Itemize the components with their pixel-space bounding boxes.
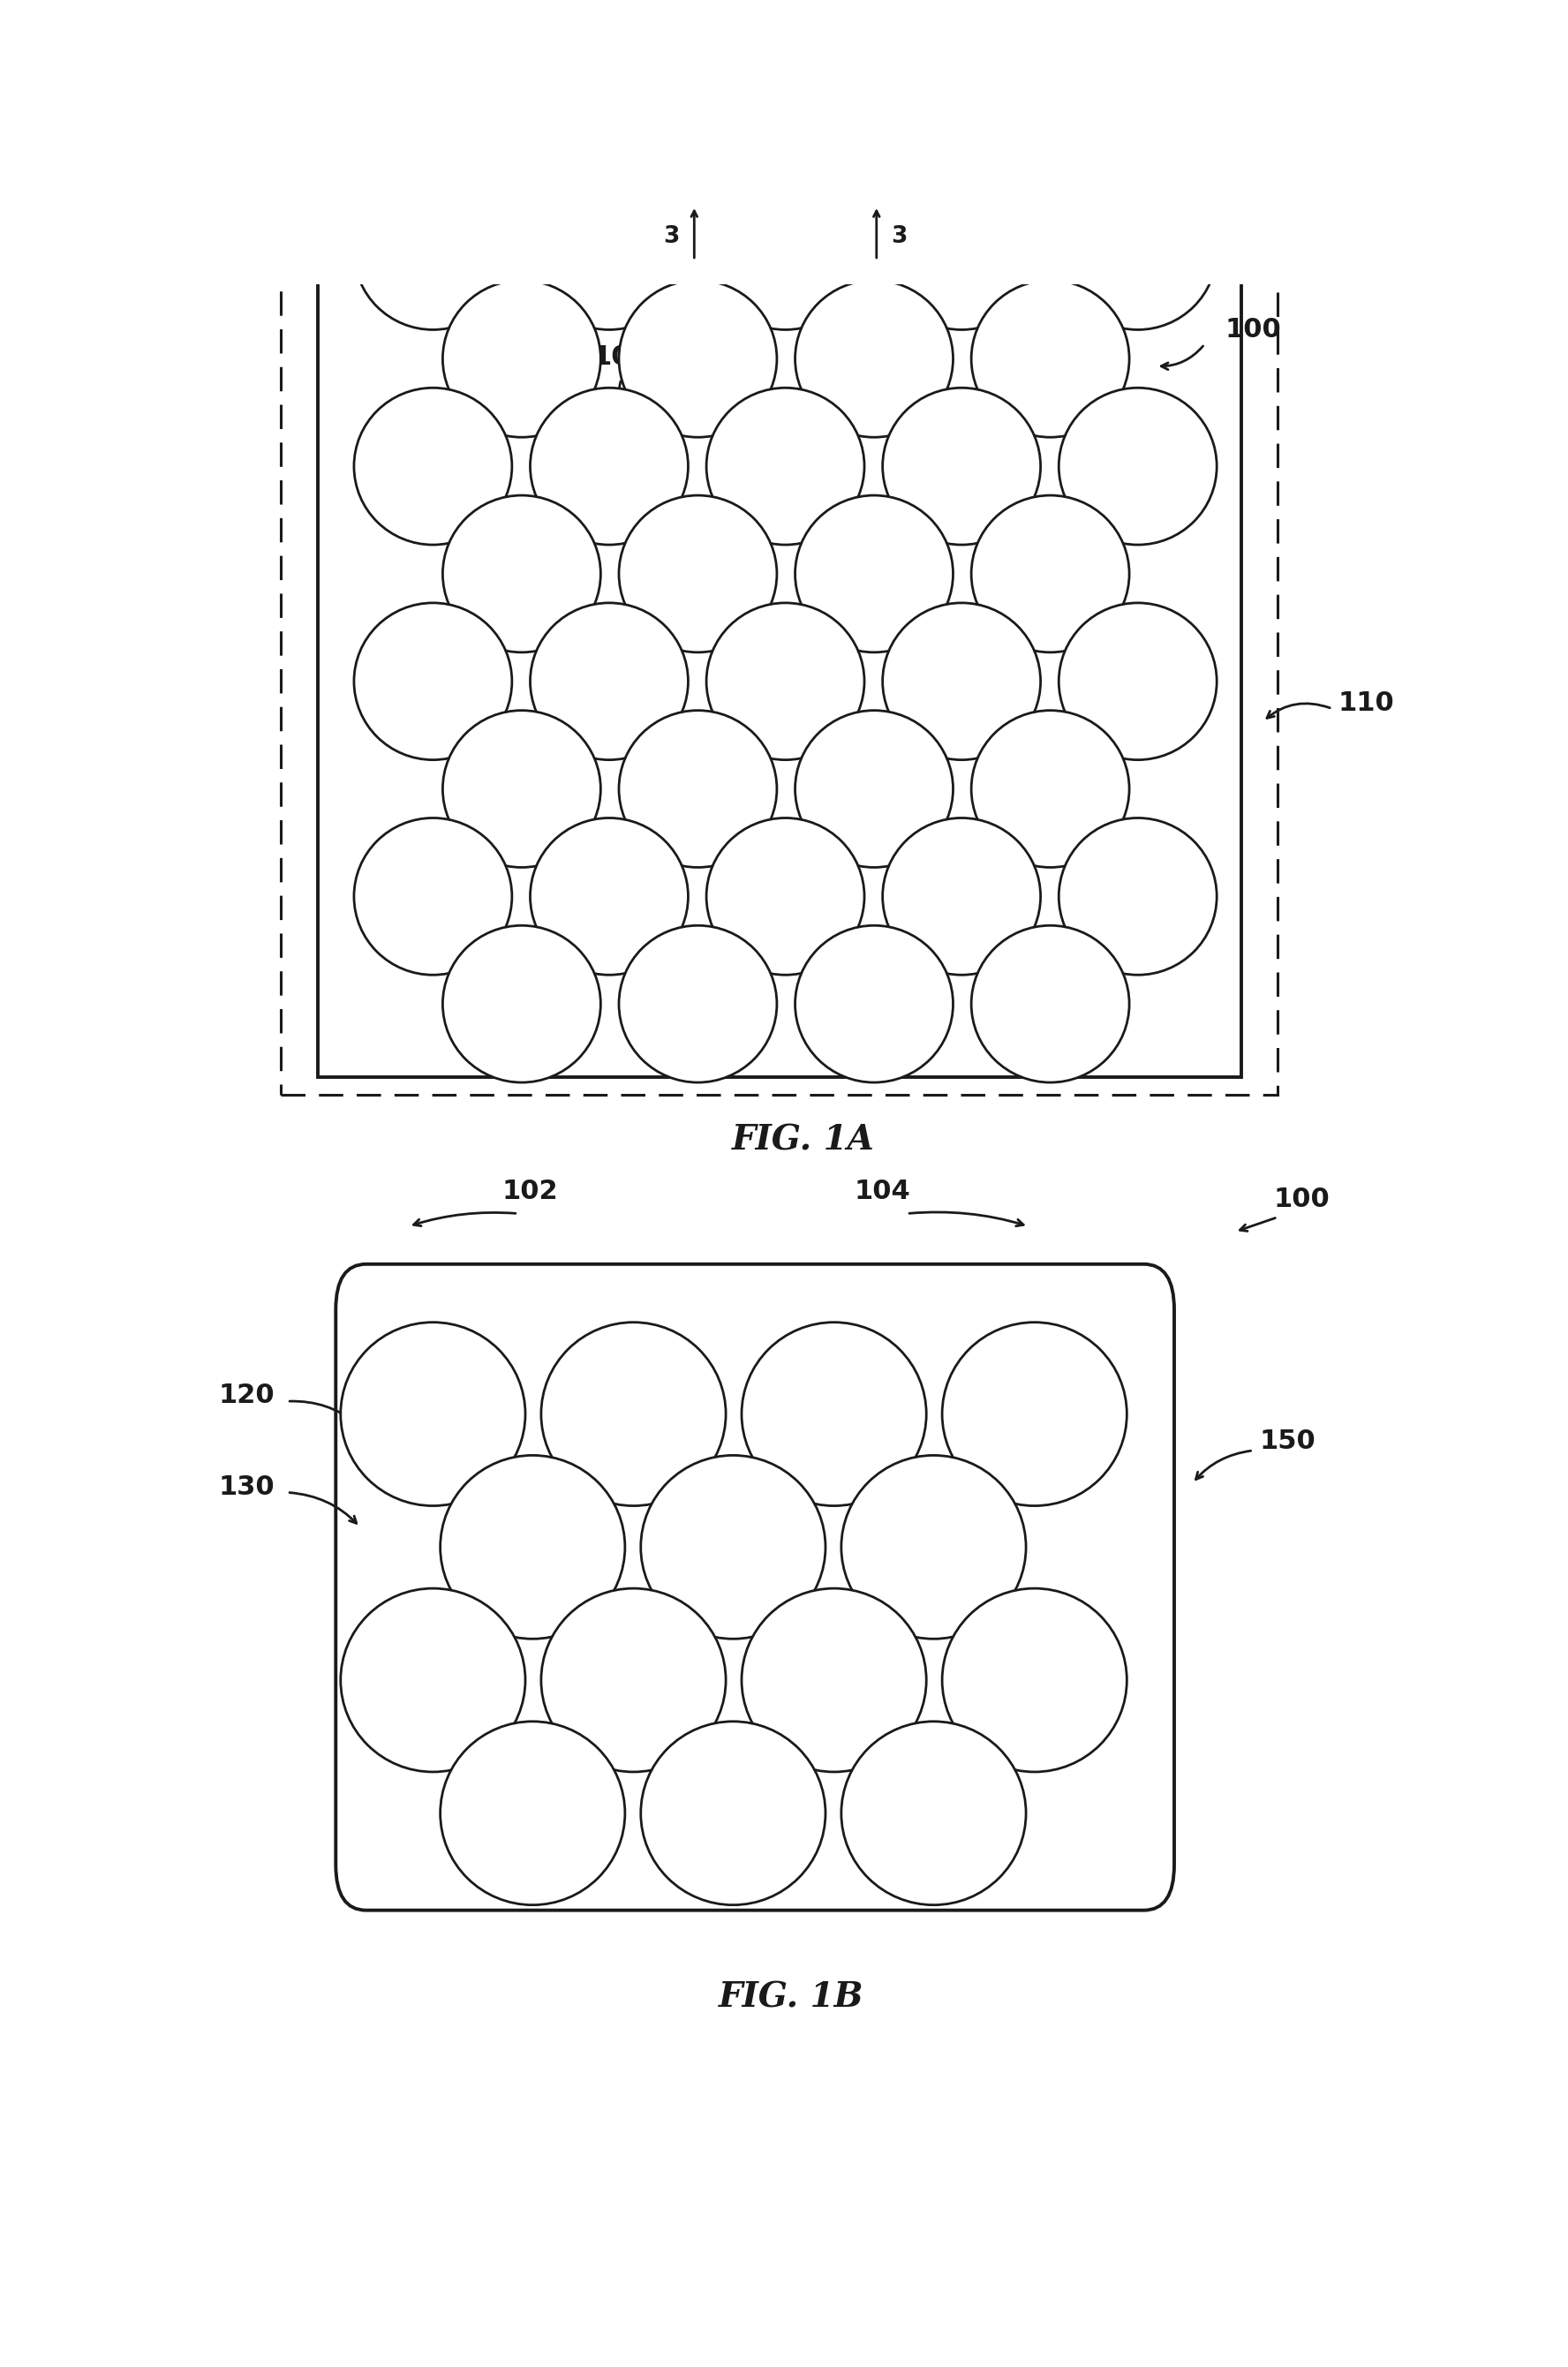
Ellipse shape [1058,819,1217,975]
Text: 120: 120 [220,1382,274,1408]
Ellipse shape [619,495,776,653]
Ellipse shape [541,1323,726,1505]
Ellipse shape [971,710,1129,866]
Ellipse shape [942,1588,1127,1773]
Text: 150: 150 [1259,1430,1316,1453]
Ellipse shape [942,1323,1127,1505]
Ellipse shape [442,495,601,653]
Ellipse shape [883,819,1041,975]
Ellipse shape [354,604,511,760]
Text: FIG. 1A: FIG. 1A [732,1124,875,1157]
Ellipse shape [706,173,864,329]
Ellipse shape [530,173,688,329]
Ellipse shape [1058,604,1217,760]
Ellipse shape [842,1721,1025,1905]
Ellipse shape [441,1721,626,1905]
Ellipse shape [795,279,953,438]
Text: 102: 102 [800,362,856,388]
Ellipse shape [619,925,776,1082]
Ellipse shape [441,1456,626,1638]
Ellipse shape [883,604,1041,760]
Ellipse shape [971,279,1129,438]
Text: 100: 100 [1225,317,1281,343]
Ellipse shape [883,173,1041,329]
Ellipse shape [619,279,776,438]
Ellipse shape [442,925,601,1082]
FancyBboxPatch shape [336,1264,1174,1910]
Ellipse shape [340,1588,525,1773]
Text: 3: 3 [663,225,679,249]
Ellipse shape [530,604,688,760]
Ellipse shape [442,710,601,866]
Ellipse shape [1058,173,1217,329]
Ellipse shape [354,388,511,544]
Text: 104: 104 [855,1179,911,1205]
Text: FIG. 1B: FIG. 1B [718,1981,864,2014]
Text: 110: 110 [1338,691,1394,717]
Ellipse shape [706,388,864,544]
Text: 102: 102 [502,1179,558,1205]
Ellipse shape [619,710,776,866]
Ellipse shape [742,1588,927,1773]
FancyBboxPatch shape [317,57,1242,1077]
Text: 3: 3 [891,225,908,249]
Ellipse shape [541,1588,726,1773]
Ellipse shape [706,604,864,760]
Ellipse shape [795,925,953,1082]
Ellipse shape [442,279,601,438]
Ellipse shape [971,495,1129,653]
Ellipse shape [795,710,953,866]
Text: 104: 104 [593,343,649,369]
Ellipse shape [530,388,688,544]
Ellipse shape [971,925,1129,1082]
Text: 100: 100 [1273,1186,1330,1212]
Text: 130: 130 [220,1475,274,1501]
Ellipse shape [530,819,688,975]
Ellipse shape [842,1456,1025,1638]
Ellipse shape [354,819,511,975]
Ellipse shape [641,1721,825,1905]
Ellipse shape [742,1323,927,1505]
Ellipse shape [706,819,864,975]
Ellipse shape [354,173,511,329]
Ellipse shape [795,495,953,653]
Ellipse shape [340,1323,525,1505]
Ellipse shape [883,388,1041,544]
Ellipse shape [641,1456,825,1638]
Ellipse shape [1058,388,1217,544]
